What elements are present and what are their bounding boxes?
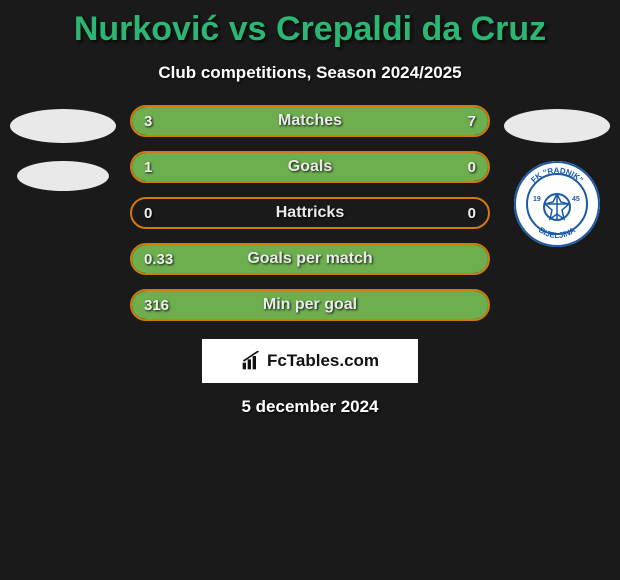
svg-text:45: 45 [572, 196, 580, 203]
stat-label: Matches [132, 112, 488, 130]
stat-bar: 316Min per goal [130, 289, 490, 321]
footer: FcTables.com 5 december 2024 [0, 339, 620, 417]
stat-right-value: 7 [468, 113, 476, 130]
comparison-widget: Nurković vs Crepaldi da Cruz Club compet… [0, 0, 620, 580]
stat-bars: 3Matches71Goals00Hattricks00.33Goals per… [130, 105, 490, 321]
date-text: 5 december 2024 [241, 397, 378, 417]
stat-label: Goals per match [132, 250, 488, 268]
stat-label: Goals [132, 158, 488, 176]
chart-area: 3Matches71Goals00Hattricks00.33Goals per… [0, 105, 620, 321]
stat-bar: 3Matches7 [130, 105, 490, 137]
player-left-column [8, 105, 118, 191]
subtitle: Club competitions, Season 2024/2025 [0, 63, 620, 83]
brand-box[interactable]: FcTables.com [202, 339, 418, 383]
stat-bar: 0.33Goals per match [130, 243, 490, 275]
stat-bar: 1Goals0 [130, 151, 490, 183]
club-right-logo: FK "RADNIK" BIJELJINA 19 45 [514, 161, 600, 247]
player-left-avatar [10, 109, 116, 143]
svg-text:19: 19 [533, 196, 541, 203]
stat-label: Hattricks [132, 204, 488, 222]
player-right-column: FK "RADNIK" BIJELJINA 19 45 [502, 105, 612, 247]
brand-text: FcTables.com [267, 351, 379, 371]
stat-label: Min per goal [132, 296, 488, 314]
stat-bar: 0Hattricks0 [130, 197, 490, 229]
bar-chart-icon [241, 351, 261, 371]
stat-right-value: 0 [468, 159, 476, 176]
club-badge-icon: FK "RADNIK" BIJELJINA 19 45 [514, 161, 600, 247]
player-right-avatar [504, 109, 610, 143]
page-title: Nurković vs Crepaldi da Cruz [0, 10, 620, 49]
stat-right-value: 0 [468, 205, 476, 222]
club-left-logo [17, 161, 109, 191]
